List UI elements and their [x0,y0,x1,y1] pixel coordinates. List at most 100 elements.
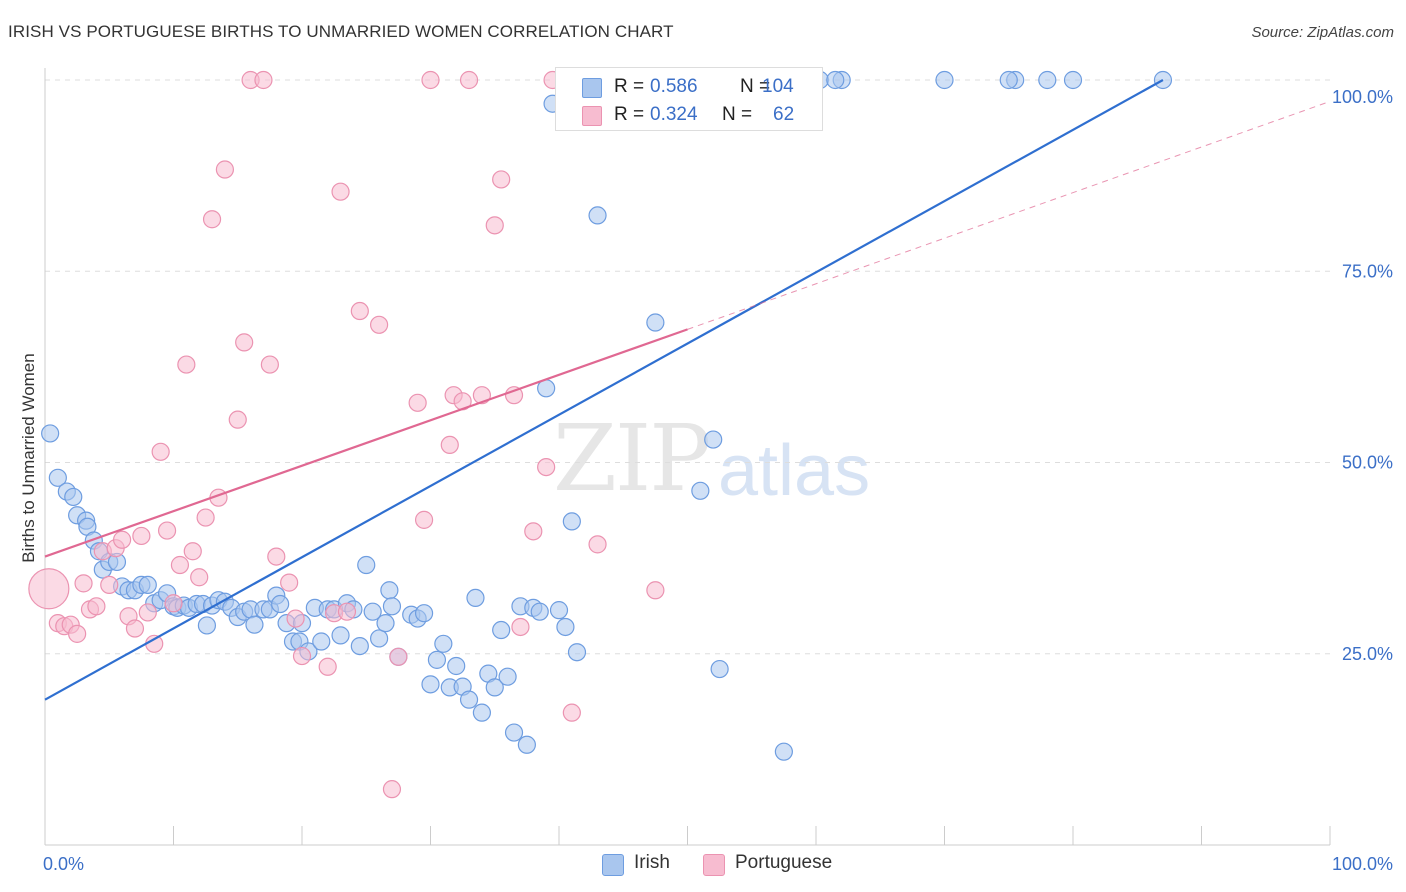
portuguese-point [382,780,402,799]
irish-point [197,616,217,635]
x-tick-label-max: 100.0% [1332,854,1393,874]
irish-point [549,601,569,620]
portuguese-point [254,70,273,90]
irish-point [447,656,466,676]
portuguese-point [524,522,543,541]
portuguese-legend-label: Portuguese [735,852,833,873]
irish-point [704,430,723,449]
portuguese-point [151,442,170,461]
irish-point [691,481,710,500]
portuguese-point [267,547,286,566]
portuguese-trend-line [44,328,688,558]
portuguese-n-value: 62 [773,104,795,125]
portuguese-point [280,573,299,592]
y-tick-label: 75.0% [1342,261,1393,281]
irish-point [245,615,264,634]
portuguese-point [292,646,312,666]
irish-r-label: R = [614,76,645,97]
portuguese-point [511,617,530,637]
portuguese-legend-swatch [703,854,725,876]
portuguese-point [87,597,106,616]
chart-title: IRISH VS PORTUGUESE BIRTHS TO UNMARRIED … [8,22,674,41]
portuguese-point [190,568,209,587]
irish-point [588,206,607,225]
irish-n-value: 104 [762,76,794,97]
irish-point [370,629,389,648]
irish-legend-swatch [602,854,624,876]
irish-point [774,742,793,761]
irish-point [64,487,83,507]
portuguese-point [485,216,504,235]
irish-trend-line [44,79,1164,701]
portuguese-point [68,624,87,643]
irish-point [138,575,157,595]
irish-n-label: N = [740,76,771,97]
portuguese-point [170,555,190,575]
portuguese-point [337,602,357,621]
irish-point [498,667,517,686]
trend-lines [44,79,1331,701]
portuguese-point [100,575,119,595]
irish-point [382,597,402,616]
portuguese-point [286,609,305,628]
irish-swatch [582,78,602,98]
y-axis-label: Births to Unmarried Women [19,353,38,562]
portuguese-point [228,410,247,429]
portuguese-point [164,594,183,613]
stats-legend: R = 0.586 N = 104 R = 0.324 N = 62 [555,67,823,131]
portuguese-point [492,170,511,189]
legend-row-portuguese: R = 0.324 N = 62 [556,100,822,128]
irish-point [646,313,665,332]
portuguese-point [370,315,389,334]
irish-point [380,581,399,600]
portuguese-point [408,393,427,412]
irish-point [999,70,1018,90]
portuguese-point [389,647,408,666]
irish-point [504,723,524,742]
portuguese-point [183,542,202,561]
portuguese-trend-extension [687,100,1331,330]
irish-point [485,678,504,697]
irish-point [935,70,954,90]
irish-legend-label: Irish [634,852,670,873]
watermark-zip: ZIP [553,405,711,512]
portuguese-point [74,574,93,593]
irish-point [363,602,382,621]
axes [44,68,1331,846]
series-legend: Irish Portuguese [0,852,1406,878]
portuguese-point [504,386,524,405]
portuguese-n-label: N = [722,104,753,125]
portuguese-swatch [582,106,602,126]
portuguese-point [588,535,607,554]
watermark-atlas: atlas [718,431,871,511]
irish-point [492,620,511,640]
irish-r-value: 0.586 [650,76,698,97]
irish-point [826,70,845,90]
portuguese-point [138,603,157,622]
irish-point [312,632,331,651]
portuguese-point [350,301,369,321]
irish-point [567,643,587,662]
irish-point [1038,70,1057,90]
portuguese-point [112,530,132,549]
x-tick-label-min: 0.0% [43,854,84,874]
portuguese-point [562,703,581,722]
irish-point [434,634,453,653]
irish-point [414,604,434,623]
portuguese-point [414,510,434,529]
source-label: Source: ZipAtlas.com [1251,24,1394,41]
portuguese-point [215,160,234,179]
irish-point [472,703,491,722]
irish-point [466,588,485,608]
irish-point [710,659,729,679]
irish-point [459,690,479,709]
irish-point [427,650,447,669]
irish-point [517,735,536,754]
portuguese-point [202,210,222,229]
y-tick-label: 25.0% [1342,644,1393,664]
irish-point [357,555,376,575]
data-points [28,70,1173,799]
legend-row-irish: R = 0.586 N = 104 [556,72,822,100]
tick-labels: 25.0% 50.0% 75.0% 100.0% 0.0% 100.0% [43,87,1393,874]
